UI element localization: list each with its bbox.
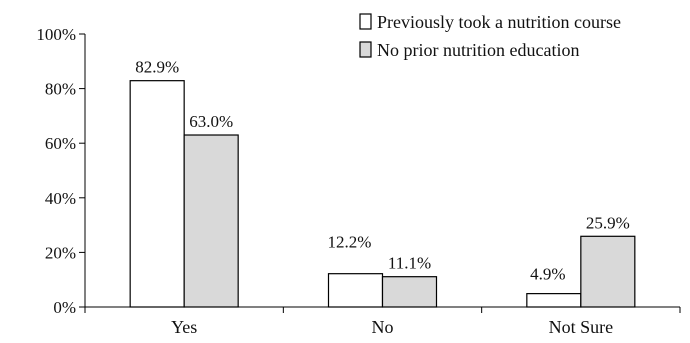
data-label-yes-series-2: 63.0% xyxy=(189,112,233,131)
y-tick-label: 60% xyxy=(45,134,76,153)
x-axis: Yes No Not Sure xyxy=(84,306,681,337)
bar-yes-series-1 xyxy=(129,80,185,308)
data-labels: 82.9% 63.0% 12.2% 11.1% 4.9% 25.9% xyxy=(135,58,630,284)
data-label-yes-series-1: 82.9% xyxy=(135,58,179,77)
legend-label-previously-took-course: Previously took a nutrition course xyxy=(377,12,621,32)
data-label-no-series-1: 12.2% xyxy=(328,233,372,252)
legend-swatch-previously-took-course xyxy=(359,13,372,30)
y-tick-label: 40% xyxy=(45,189,76,208)
bar-not-sure-series-1 xyxy=(526,293,582,308)
x-tick-label-yes: Yes xyxy=(171,317,197,337)
y-tick-label: 20% xyxy=(45,243,76,262)
y-tick-label: 0% xyxy=(53,298,76,317)
bar-no-series-2 xyxy=(381,276,438,308)
y-axis: 0% 20% 40% 60% 80% 100% xyxy=(36,25,86,317)
data-label-no-series-2: 11.1% xyxy=(388,254,431,273)
data-label-not-sure-series-1: 4.9% xyxy=(530,265,565,284)
legend-swatch-no-prior-education xyxy=(359,41,372,58)
bar-yes-series-2 xyxy=(183,134,239,308)
bars xyxy=(129,80,636,308)
y-tick-label: 80% xyxy=(45,80,76,99)
legend-label-no-prior-education: No prior nutrition education xyxy=(377,40,579,60)
bar-no-series-1 xyxy=(327,273,384,308)
y-tick-label: 100% xyxy=(36,25,76,44)
legend: Previously took a nutrition course No pr… xyxy=(359,12,621,60)
x-tick-label-no: No xyxy=(372,317,394,337)
bar-not-sure-series-2 xyxy=(580,235,636,308)
data-label-not-sure-series-2: 25.9% xyxy=(586,213,630,232)
x-tick-label-not-sure: Not Sure xyxy=(549,317,614,337)
